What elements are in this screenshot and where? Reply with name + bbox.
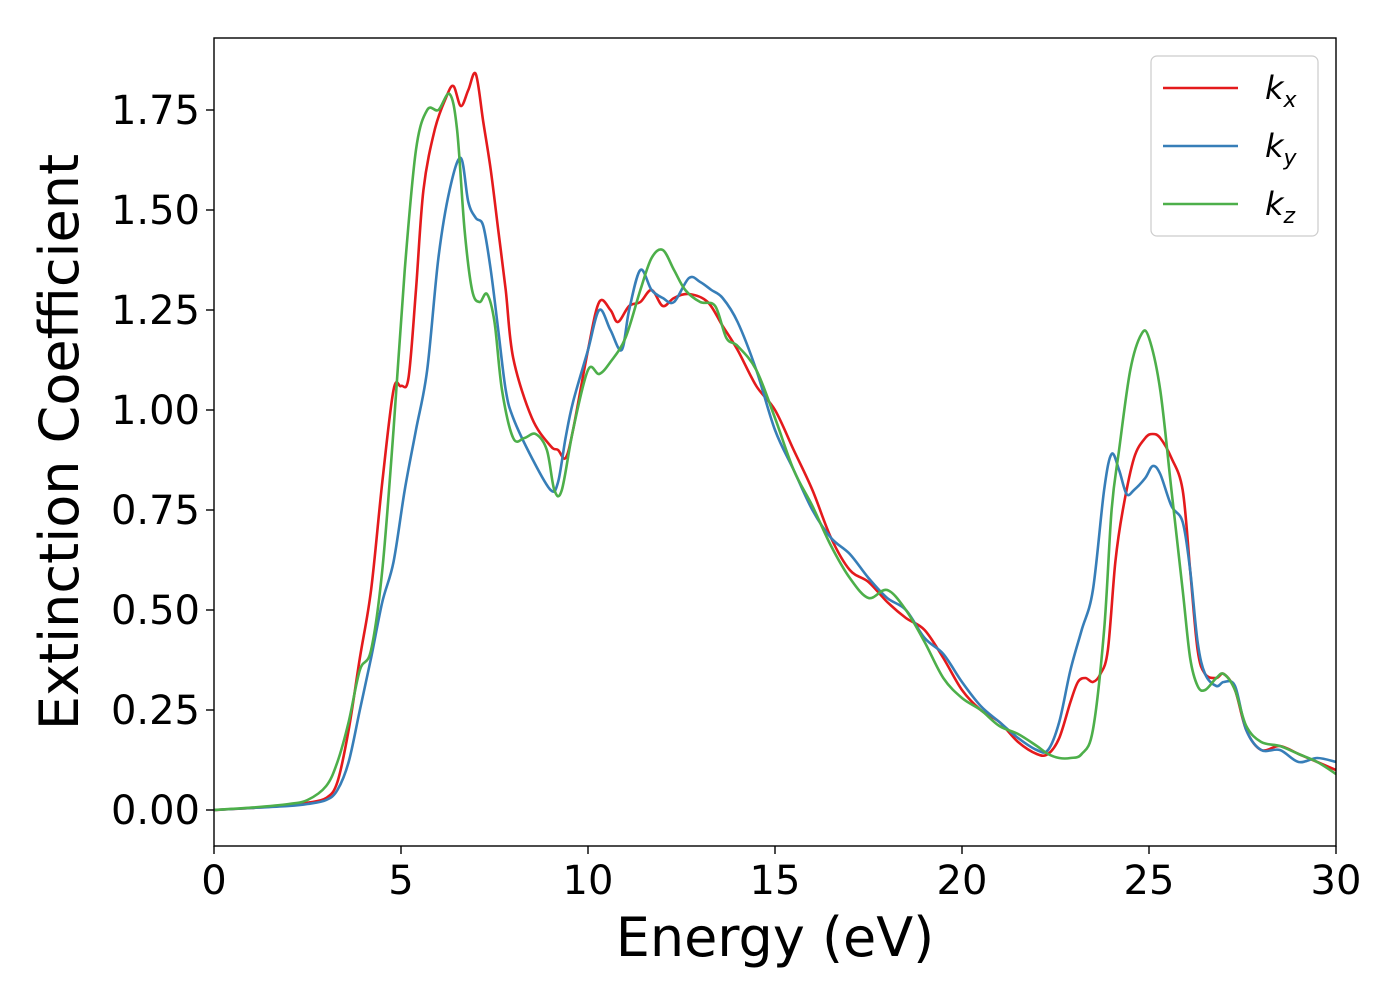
x-tick-label: 25 xyxy=(1124,858,1175,904)
y-axis: 0.00 0.25 0.50 0.75 1.00 1.25 1.50 1.75 xyxy=(111,88,214,834)
legend-label-kx: kx xyxy=(1265,69,1298,113)
x-axis: 0 5 10 15 20 25 30 xyxy=(201,846,1361,904)
legend-label-kz: kz xyxy=(1265,185,1296,229)
x-tick-label: 0 xyxy=(201,858,226,904)
x-tick-label: 10 xyxy=(563,858,614,904)
y-tick-label: 0.50 xyxy=(111,588,200,634)
y-tick-label: 0.25 xyxy=(111,688,200,734)
y-tick-label: 1.75 xyxy=(111,88,200,134)
series-layer xyxy=(214,71,1336,812)
y-axis-title: Extinction Coefficient xyxy=(28,154,91,730)
x-tick-label: 5 xyxy=(388,858,413,904)
series-line-kx xyxy=(214,71,1336,812)
legend: kx ky kz xyxy=(1150,55,1319,237)
legend-label-ky: ky xyxy=(1265,127,1298,171)
y-tick-label: 1.00 xyxy=(111,388,200,434)
series-line-ky xyxy=(214,156,1336,812)
x-tick-label: 20 xyxy=(937,858,988,904)
y-tick-label: 0.75 xyxy=(111,488,200,534)
y-tick-label: 0.00 xyxy=(111,788,200,834)
x-tick-label: 15 xyxy=(750,858,801,904)
series-line-kz xyxy=(214,92,1336,812)
x-axis-title: Energy (eV) xyxy=(616,906,935,969)
x-tick-label: 30 xyxy=(1311,858,1362,904)
y-tick-label: 1.50 xyxy=(111,188,200,234)
y-tick-label: 1.25 xyxy=(111,288,200,334)
